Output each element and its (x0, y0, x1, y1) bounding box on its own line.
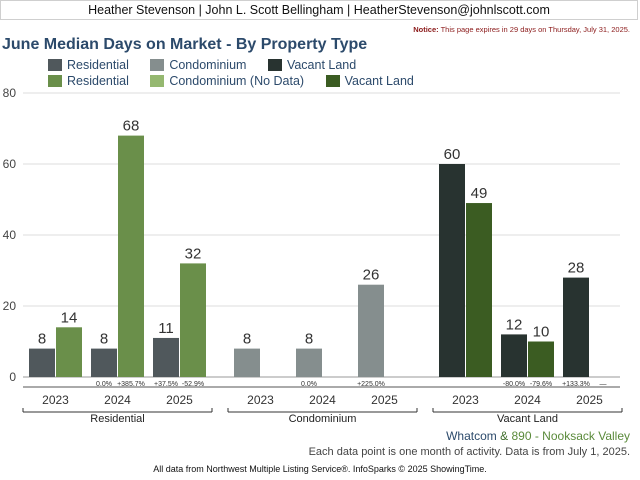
bar-chart: 0 20 40 60 80 8 14 2023 8 68 0.0% +385.7% 2024 11 32 +3… (3, 86, 623, 425)
bar-value-label: 8 (243, 331, 251, 348)
pct-change-label: -80.0% (503, 381, 525, 388)
legend-swatch (48, 75, 62, 87)
bar-subarea (528, 341, 554, 377)
bar-county (91, 348, 117, 377)
legend-item: Vacant Land (325, 74, 414, 89)
legend-swatch (150, 75, 165, 87)
bar-value-label: 11 (158, 320, 174, 337)
bar-value-label: 8 (100, 331, 108, 348)
area-label: Whatcom & 890 - Nooksack Valley (446, 429, 630, 443)
bar-value-label: 10 (533, 324, 550, 341)
chart-legend: Residential Condominium Vacant Land Resi… (48, 57, 448, 90)
x-tick-label: 2025 (371, 393, 398, 407)
y-tick-label: 0 (9, 370, 16, 384)
legend-label: Condominium (No Data) (169, 74, 305, 88)
pct-change-label: -52.9% (182, 381, 204, 388)
bar-value-label: 32 (185, 245, 202, 262)
bar-subarea (180, 263, 206, 377)
y-tick-label: 80 (3, 86, 17, 100)
chart-title: June Median Days on Market - By Property… (2, 36, 368, 53)
legend-swatch (267, 58, 282, 71)
bar-subarea (466, 203, 492, 377)
group-label: Condominium (289, 413, 357, 425)
legend-swatch (150, 58, 165, 71)
legend-swatch (325, 75, 340, 87)
bar-county (358, 284, 384, 377)
area-name: Whatcom (446, 429, 497, 443)
legend-item: Vacant Land (267, 57, 357, 72)
x-tick-label: 2025 (576, 393, 603, 407)
area-amp: & (500, 429, 509, 443)
y-tick-label: 40 (3, 228, 17, 242)
notice-label: Notice: (413, 25, 439, 34)
bar-value-label: 14 (61, 309, 78, 326)
pct-change-label: +225.0% (357, 381, 385, 388)
legend-label: Residential (67, 74, 129, 88)
bar-value-label: 8 (305, 331, 313, 348)
legend-label: Vacant Land (286, 57, 357, 72)
legend-label: Condominium (169, 57, 247, 72)
y-tick-label: 20 (3, 299, 17, 313)
legend-label: Residential (67, 57, 129, 72)
legend-item: Condominium (150, 57, 246, 72)
legend-label: Vacant Land (344, 74, 414, 88)
expiry-notice: Notice: This page expires in 29 days on … (413, 25, 630, 34)
bar-county (563, 277, 589, 377)
bar-subarea (56, 327, 82, 377)
x-tick-label: 2023 (42, 393, 69, 407)
legend-item: Residential (48, 74, 129, 89)
pct-change-label: -79.6% (530, 381, 552, 388)
bar-value-label: 68 (123, 118, 140, 135)
x-tick-label: 2024 (514, 393, 541, 407)
legend-item: Residential (48, 57, 129, 72)
bar-value-label: 26 (363, 267, 380, 284)
contact-header: Heather Stevenson | John L. Scott Bellin… (0, 0, 638, 20)
bar-county (439, 164, 465, 377)
bar-value-label: 8 (38, 331, 46, 348)
bar-county (29, 348, 55, 377)
bar-value-label: 28 (568, 260, 585, 277)
bar-county (296, 348, 322, 377)
x-tick-label: 2025 (166, 393, 193, 407)
pct-change-label: +385.7% (117, 381, 145, 388)
bar-subarea (118, 135, 144, 377)
group-label: Residential (90, 413, 144, 425)
bar-county (501, 334, 527, 377)
x-tick-label: 2023 (247, 393, 274, 407)
legend-item: Condominium (No Data) (150, 74, 304, 89)
pct-change-label: +133.3% (562, 381, 590, 388)
notice-text: This page expires in 29 days on Thursday… (440, 25, 630, 34)
contact-text: Heather Stevenson | John L. Scott Bellin… (88, 3, 550, 17)
x-tick-label: 2023 (452, 393, 479, 407)
bar-value-label: 12 (506, 316, 523, 333)
source-footer: All data from Northwest Multiple Listing… (153, 464, 487, 474)
bar-value-label: 60 (444, 146, 461, 163)
bar-county (153, 337, 179, 377)
subarea-name: 890 - Nooksack Valley (511, 429, 631, 443)
bar-county (234, 348, 260, 377)
pct-change-label: — (600, 381, 607, 388)
pct-change-label: 0.0% (301, 381, 317, 388)
bar-value-label: 49 (471, 185, 488, 202)
pct-change-label: +37.5% (154, 381, 178, 388)
y-tick-label: 60 (3, 157, 17, 171)
x-tick-label: 2024 (104, 393, 131, 407)
group-label: Vacant Land (497, 413, 558, 425)
data-note: Each data point is one month of activity… (308, 446, 630, 458)
x-tick-label: 2024 (309, 393, 336, 407)
pct-change-label: 0.0% (96, 381, 112, 388)
legend-swatch (48, 58, 62, 71)
